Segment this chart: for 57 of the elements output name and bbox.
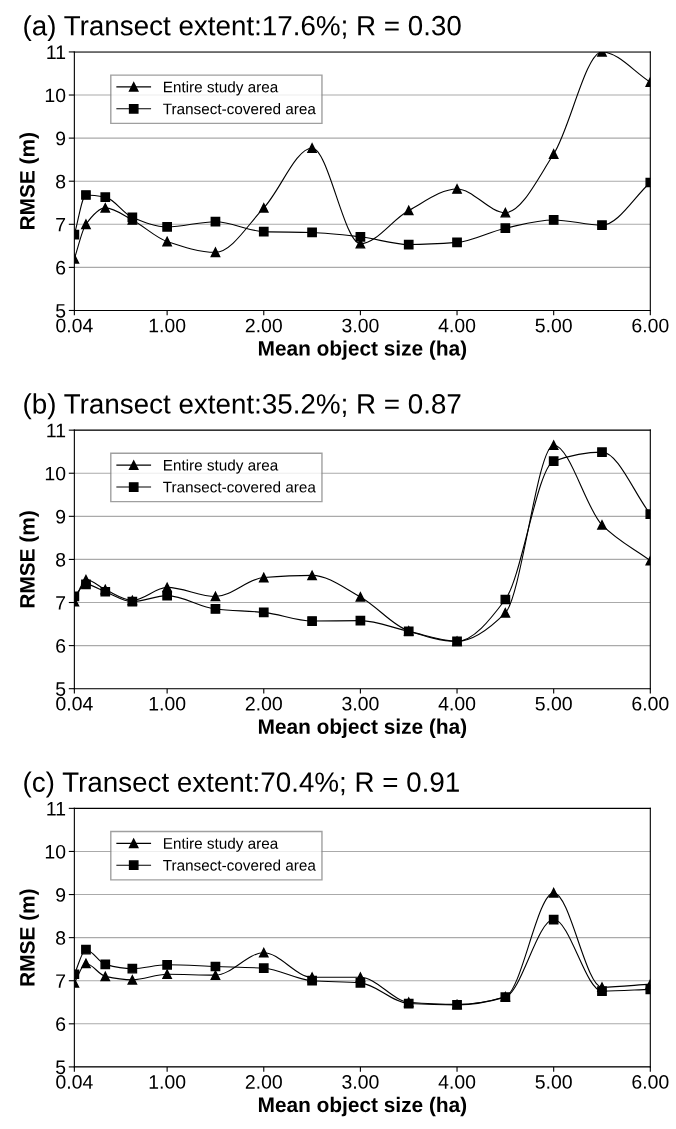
x-tick-label: 1.00 <box>149 1075 186 1089</box>
y-tick-label: 10 <box>45 88 66 103</box>
chart-title: (b) Transect extent:35.2%; R = 0.87 <box>24 393 461 420</box>
x-tick-label: 3.00 <box>342 1075 379 1089</box>
y-axis-title: RMSE (m) <box>19 511 39 608</box>
x-tick-label: 0.04 <box>56 318 93 333</box>
y-axis-title: RMSE (m) <box>19 133 39 229</box>
x-tick-label: 6.00 <box>632 1075 669 1089</box>
chart-title: (c) Transect extent:70.4%; R = 0.91 <box>24 771 459 798</box>
x-tick-label: 0.04 <box>56 696 93 711</box>
x-axis-title: Mean object size (ha) <box>258 1096 467 1117</box>
legend-label: Entire study area <box>163 837 279 852</box>
y-tick-label: 5 <box>55 682 66 696</box>
x-tick-label: 2.00 <box>245 1075 282 1089</box>
y-tick-label: 10 <box>45 466 66 481</box>
x-tick-label: 5.00 <box>535 696 572 711</box>
y-tick-label: 7 <box>56 974 66 988</box>
y-tick-label: 11 <box>47 45 66 59</box>
x-tick-label: 2.00 <box>245 696 282 711</box>
x-tick-label: 6.00 <box>632 696 669 711</box>
x-axis-title: Mean object size (ha) <box>258 718 467 739</box>
y-axis-title: RMSE (m) <box>19 889 39 986</box>
y-tick-label: 5 <box>55 304 66 318</box>
y-tick-label: 8 <box>56 174 66 189</box>
y-tick-label: 8 <box>56 931 66 945</box>
y-tick-label: 9 <box>56 888 66 902</box>
x-tick-label: 4.00 <box>438 318 476 333</box>
y-tick-label: 6 <box>56 260 66 275</box>
y-tick-label: 5 <box>55 1060 66 1075</box>
y-tick-label: 11 <box>47 423 66 438</box>
x-axis-title: Mean object size (ha) <box>258 340 467 360</box>
legend-label: Transect-covered area <box>163 859 316 871</box>
x-tick-label: 4.00 <box>438 696 476 711</box>
x-tick-label: 3.00 <box>342 696 379 711</box>
x-tick-label: 2.00 <box>245 318 282 333</box>
x-tick-label: 1.00 <box>149 696 186 711</box>
y-tick-label: 10 <box>45 844 66 859</box>
x-tick-label: 1.00 <box>149 318 186 333</box>
x-tick-label: 5.00 <box>535 1075 572 1089</box>
x-tick-label: 5.00 <box>535 318 572 333</box>
chart-title: (a) Transect extent:17.6%; R = 0.30 <box>24 15 461 42</box>
y-tick-label: 8 <box>56 552 66 567</box>
legend-label: Entire study area <box>163 81 279 96</box>
y-tick-label: 7 <box>56 217 66 232</box>
x-tick-label: 6.00 <box>632 318 669 333</box>
legend-label: Transect-covered area <box>163 103 316 115</box>
x-tick-label: 0.04 <box>56 1075 93 1089</box>
y-tick-label: 6 <box>56 639 66 653</box>
legend-label: Entire study area <box>163 459 279 474</box>
y-tick-label: 9 <box>56 509 66 524</box>
legend-label: Transect-covered area <box>163 481 316 493</box>
y-tick-label: 11 <box>47 802 66 816</box>
x-tick-label: 3.00 <box>342 318 379 333</box>
y-tick-label: 9 <box>56 131 66 146</box>
y-tick-label: 7 <box>56 596 66 610</box>
y-tick-label: 6 <box>56 1017 66 1032</box>
x-tick-label: 4.00 <box>438 1075 476 1089</box>
